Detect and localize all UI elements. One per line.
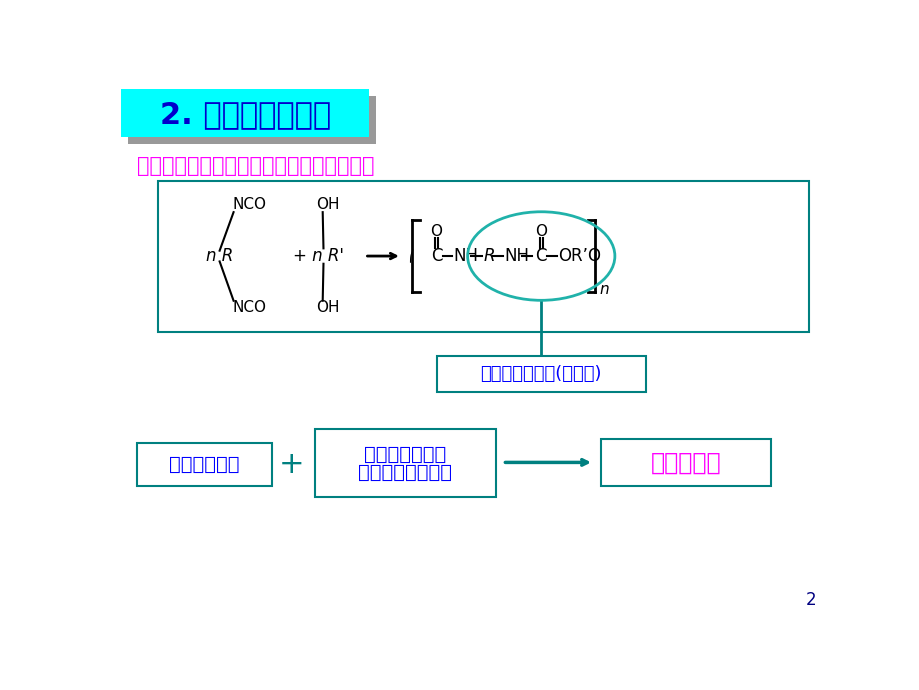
FancyBboxPatch shape <box>600 440 771 486</box>
Text: 氨基甲酸酯基团(氨酯键): 氨基甲酸酯基团(氨酯键) <box>480 365 601 383</box>
Text: NCO: NCO <box>233 197 267 212</box>
Text: C: C <box>430 247 442 265</box>
Text: 由两官能团的二元异氰酸酯和二元醇反应：: 由两官能团的二元异氰酸酯和二元醇反应： <box>137 156 374 176</box>
Text: 2: 2 <box>805 591 815 609</box>
Text: OH: OH <box>316 197 340 212</box>
Text: +: + <box>278 450 304 479</box>
FancyBboxPatch shape <box>437 356 645 391</box>
Text: NCO: NCO <box>233 300 267 315</box>
Text: NH: NH <box>505 247 529 265</box>
Text: O: O <box>535 224 547 239</box>
FancyBboxPatch shape <box>128 96 376 144</box>
FancyBboxPatch shape <box>137 443 272 486</box>
Text: n R: n R <box>206 247 233 265</box>
Text: + n R': + n R' <box>293 247 344 265</box>
Text: 多羟基化合物及: 多羟基化合物及 <box>364 444 446 464</box>
Text: ⎛: ⎛ <box>407 250 414 263</box>
Text: 多元异氰酸酯: 多元异氰酸酯 <box>169 455 240 474</box>
Text: 端羟基聚醚、聚酯: 端羟基聚醚、聚酯 <box>357 463 452 482</box>
FancyBboxPatch shape <box>157 181 808 331</box>
Text: OH: OH <box>316 300 340 315</box>
Text: n: n <box>598 282 608 297</box>
FancyBboxPatch shape <box>121 89 369 137</box>
FancyBboxPatch shape <box>314 429 495 497</box>
Text: OR’O: OR’O <box>558 247 601 265</box>
Text: 2. 聚氨酯的反应式: 2. 聚氨酯的反应式 <box>160 101 331 130</box>
Text: 体形聚氨酯: 体形聚氨酯 <box>650 451 720 475</box>
Text: NH: NH <box>453 247 478 265</box>
Text: O: O <box>430 224 442 239</box>
Text: C: C <box>535 247 547 265</box>
Text: R: R <box>482 247 494 265</box>
